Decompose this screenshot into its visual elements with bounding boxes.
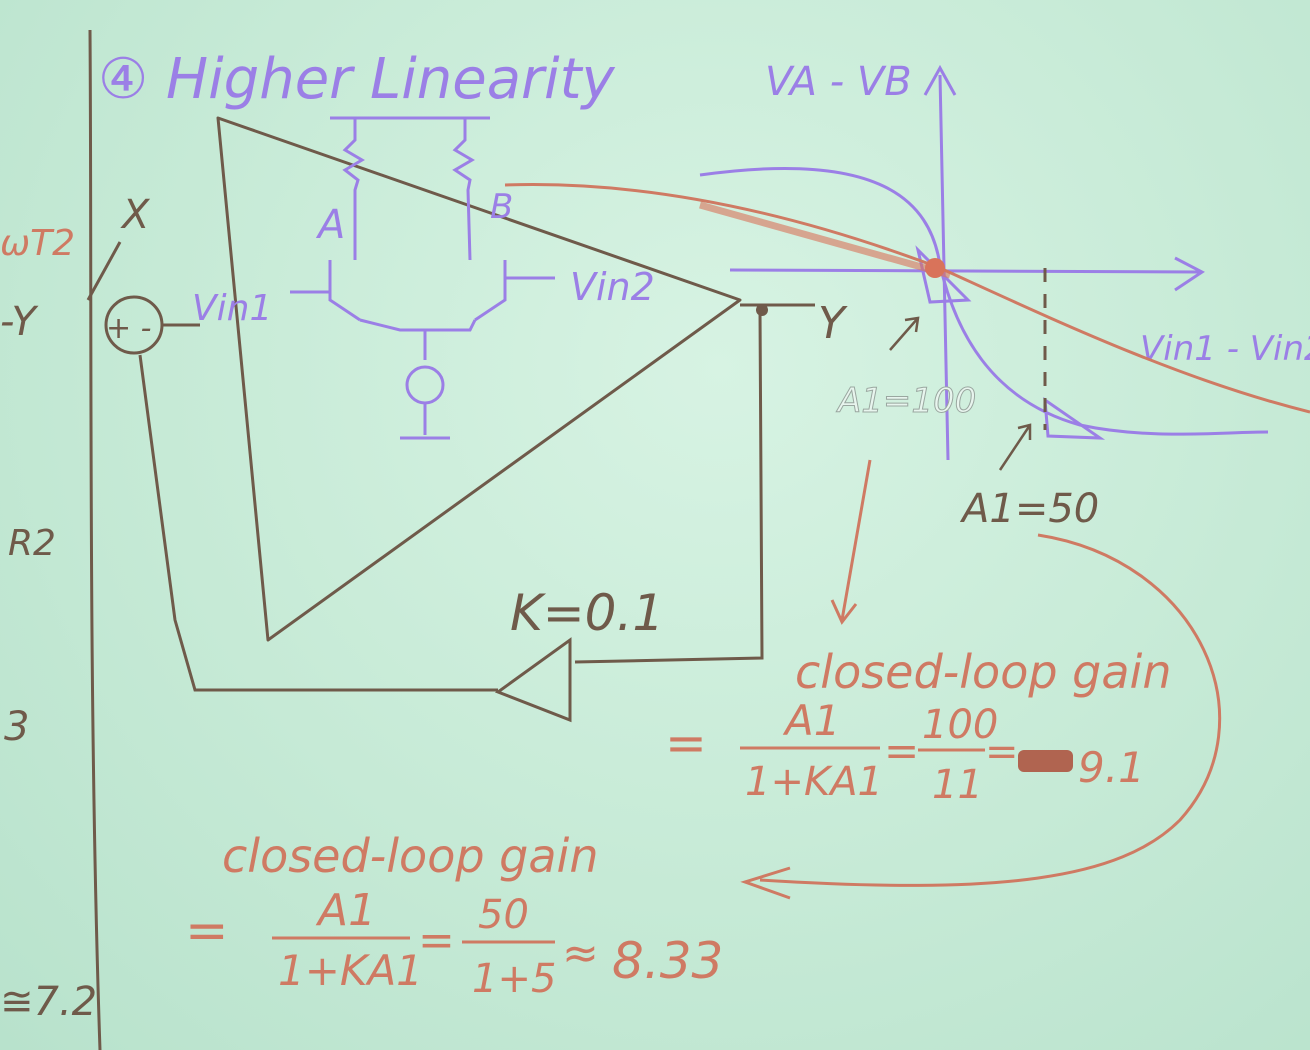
margin-frag-4: ≅7.2: [0, 979, 97, 1025]
margin-frag-3: 3: [4, 704, 29, 750]
margin-frag-2: R2: [8, 523, 56, 564]
output-label: Y: [818, 298, 848, 349]
feedback-buffer: [494, 637, 572, 723]
eq1-den: 1+KA1: [745, 759, 883, 805]
eq1-den2: 11: [932, 762, 983, 808]
eq1-num2: 100: [922, 702, 998, 748]
eq2-equals: =: [418, 915, 455, 966]
eq2-num: A1: [315, 885, 376, 936]
node-a-label: A: [315, 202, 345, 248]
arrow-to-eq2: [759, 533, 1222, 887]
eq2-lhs: =: [185, 901, 229, 961]
eq1-equals2: =: [985, 729, 1019, 775]
arrow-to-eq1: [830, 459, 872, 625]
feedback-factor: K=0.1: [510, 584, 664, 642]
eq1-num: A1: [782, 696, 840, 745]
plot-x-axis: [729, 256, 1205, 292]
transfer-curve: [699, 166, 1269, 436]
node-b-label: B: [490, 187, 513, 227]
slope-marker-2: [1043, 396, 1106, 440]
feedback-wire: [138, 309, 764, 692]
arrow-to-eq2-head: [740, 866, 791, 900]
y-axis-label: VA - VB: [765, 59, 912, 105]
opamp-triangle: [216, 116, 742, 642]
eq1-equals: =: [884, 726, 919, 775]
x-axis-label: Vin1 - Vin2: [1140, 329, 1310, 369]
partial-y-label: -Y: [0, 299, 40, 345]
eq1-heading: closed-loop gain: [795, 645, 1172, 699]
margin-line: [88, 29, 102, 1050]
operating-point: [925, 258, 945, 278]
eq2-approx: ≈: [562, 928, 599, 979]
marker-1-arrow: [889, 316, 920, 351]
eq1-lhs: =: [665, 714, 707, 772]
summing-signs: + -: [106, 311, 152, 346]
input-x-wire: [86, 241, 122, 301]
eq2-den2: 1+5: [472, 956, 556, 1002]
marker-1-label: A1=100: [836, 381, 976, 421]
eq2-heading: closed-loop gain: [222, 829, 599, 883]
marker-2-arrow: [998, 423, 1032, 471]
eq2-result: 8.33: [612, 932, 723, 990]
page-title: ④ Higher Linearity: [98, 47, 616, 112]
input-1-label: Vin1: [192, 288, 272, 329]
eq2-den: 1+KA1: [278, 946, 423, 995]
input-x-label: X: [120, 192, 151, 238]
tangent-highlight: [699, 201, 951, 279]
input-2-label: Vin2: [570, 265, 655, 309]
marker-2-label: A1=50: [959, 486, 1099, 532]
eq1-result: 9.1: [1078, 743, 1145, 792]
diff-pair-circuit: [290, 116, 555, 440]
eq1-scribble: [1018, 750, 1073, 772]
margin-frag-1: ωT2: [0, 223, 75, 264]
eq2-num2: 50: [478, 892, 529, 938]
